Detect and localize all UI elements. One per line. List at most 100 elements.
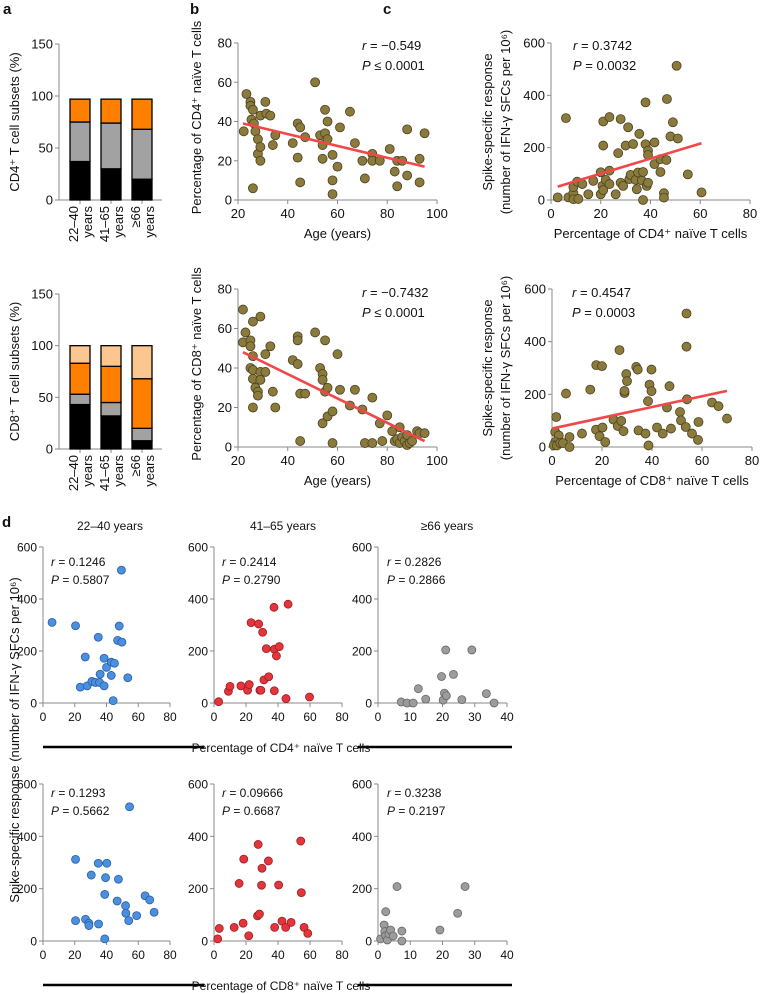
- data-point: [671, 60, 682, 71]
- y-tick-label: 50: [39, 141, 53, 156]
- data-point: [614, 345, 625, 355]
- y-tick-label: 0: [46, 193, 53, 208]
- y-tick-label: 600: [523, 36, 545, 51]
- regression-line: [551, 389, 728, 430]
- data-point: [577, 428, 587, 439]
- bar-segment: [131, 98, 153, 130]
- data-point: [332, 161, 343, 172]
- data-point: [414, 177, 425, 188]
- data-point: [234, 879, 244, 888]
- data-point: [269, 602, 279, 612]
- x-tick-label: 30: [468, 710, 482, 724]
- data-point: [327, 149, 338, 160]
- r-symbol: r: [572, 285, 577, 300]
- data-point: [618, 180, 629, 191]
- y-tick-label: 0: [30, 697, 37, 711]
- data-point: [305, 692, 314, 702]
- r-symbol: r: [387, 555, 392, 569]
- data-point: [388, 931, 398, 941]
- r-value: r = 0.1293: [51, 786, 106, 800]
- data-point: [631, 184, 642, 195]
- r-symbol: r: [387, 786, 392, 800]
- data-point: [300, 388, 311, 399]
- data-point: [260, 96, 271, 107]
- y-tick-label: 0: [201, 935, 208, 949]
- data-point: [598, 140, 609, 151]
- p-value: P ≤ 0.0001: [362, 58, 425, 73]
- data-point: [99, 653, 109, 663]
- data-point: [681, 308, 692, 319]
- data-point: [214, 924, 224, 933]
- y-tick-label: 0: [201, 697, 208, 711]
- data-point: [238, 918, 248, 928]
- y-tick-label: 400: [523, 88, 545, 103]
- data-point: [244, 931, 254, 941]
- x-tick-label: 0: [375, 710, 382, 724]
- r-value: r = 0.4547: [572, 285, 631, 300]
- data-point: [253, 840, 263, 849]
- data-point: [110, 658, 119, 668]
- data-point: [245, 341, 256, 352]
- data-point: [281, 922, 291, 932]
- y-axis-title: Percentage of CD8⁺ naïve T cells: [189, 267, 204, 461]
- y-tick-label: 0: [365, 697, 372, 711]
- r-symbol: r: [51, 786, 56, 800]
- r-number: = −0.7432: [366, 285, 428, 300]
- data-point: [441, 691, 451, 701]
- data-point: [377, 436, 388, 446]
- chart-panel-d: 0 200 400 600 0 10 20 30 40 r = 0.3238 P = 0.2197: [352, 778, 514, 963]
- data-point: [238, 304, 248, 315]
- p-value: P = 0.0032: [573, 58, 636, 73]
- p-value: P = 0.5807: [51, 573, 110, 587]
- data-point: [117, 637, 127, 647]
- data-point: [397, 926, 407, 936]
- data-point: [564, 432, 575, 442]
- data-point: [357, 155, 368, 166]
- data-point: [652, 422, 662, 433]
- data-point: [260, 367, 271, 377]
- x-tick-label: 40: [643, 206, 657, 221]
- data-point: [271, 651, 281, 661]
- x-tick-label: 40: [281, 453, 295, 468]
- data-point: [367, 438, 378, 448]
- data-point: [317, 374, 328, 385]
- y-tick-label: 200: [352, 645, 372, 659]
- panel-letter-d: d: [2, 514, 11, 531]
- data-point: [335, 122, 345, 133]
- data-point: [655, 167, 666, 177]
- data-point: [664, 381, 675, 392]
- p-symbol: P: [222, 804, 230, 818]
- data-point: [287, 138, 298, 148]
- regression-line: [242, 122, 425, 168]
- data-point: [295, 436, 306, 446]
- data-point: [597, 422, 608, 433]
- x-tick-label: 0: [548, 453, 555, 468]
- data-point: [598, 185, 609, 195]
- data-point: [101, 873, 110, 883]
- data-point: [317, 418, 328, 429]
- data-point: [616, 416, 627, 426]
- data-point: [270, 402, 281, 413]
- data-point: [667, 117, 678, 128]
- p-value: P = 0.5662: [51, 804, 110, 818]
- category-label: years: [142, 455, 157, 487]
- y-tick-label: 40: [218, 361, 232, 376]
- y-tick-label: 400: [188, 830, 208, 844]
- data-point: [402, 170, 413, 181]
- data-point: [643, 396, 653, 407]
- x-tick-label: 10: [404, 948, 418, 962]
- data-point: [662, 94, 672, 104]
- x-tick-label: 20: [231, 453, 245, 468]
- x-axis-title: Percentage of CD4⁺ naïve T cells: [554, 226, 748, 241]
- y-axis-title: Percentage of CD4⁺ naïve T cells: [189, 20, 204, 214]
- bar-segment: [131, 378, 153, 429]
- data-point: [610, 189, 621, 200]
- data-point: [604, 179, 615, 189]
- data-point: [646, 364, 657, 375]
- x-tick-label: 80: [745, 453, 759, 468]
- data-point: [419, 428, 430, 439]
- data-point: [100, 934, 110, 944]
